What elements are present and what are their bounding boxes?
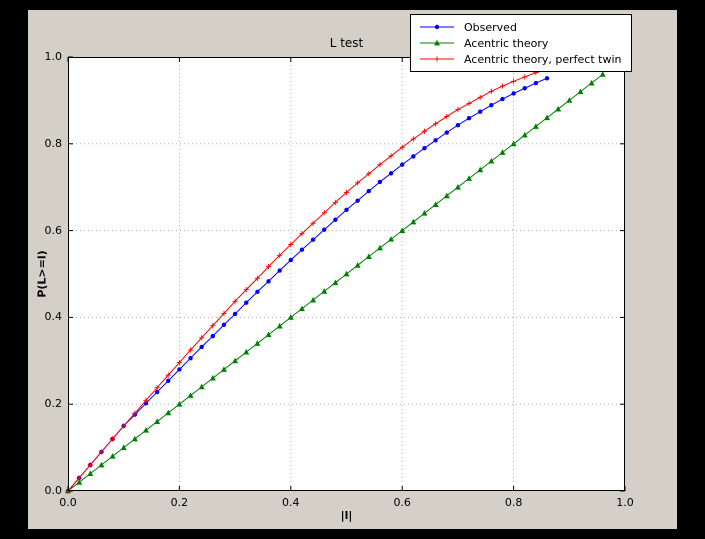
legend-label-perfect-twin: Acentric theory, perfect twin — [464, 52, 622, 66]
y-tick-label: 0.4 — [44, 310, 63, 324]
legend-sample-acentric-theory — [420, 39, 454, 46]
x-tick-label: 0.2 — [170, 496, 189, 509]
legend-entry-acentric-theory: Acentric theory — [417, 36, 621, 50]
x-tick-label: 0.8 — [504, 496, 523, 509]
legend-label-observed: Observed — [464, 20, 517, 34]
y-tick-label: 0.6 — [44, 223, 63, 237]
legend-sample-perfect-twin — [420, 56, 454, 62]
chart-title: L test — [329, 36, 364, 50]
y-tick-label: 0.2 — [44, 397, 63, 411]
y-tick-label: 0.0 — [44, 484, 63, 497]
legend-entry-perfect-twin: Acentric theory, perfect twin — [417, 52, 621, 66]
legend-sample-observed — [420, 24, 454, 30]
y-axis-label: P(L>=l) — [35, 250, 49, 298]
legend-label-acentric-theory: Acentric theory — [464, 36, 549, 50]
x-tick-label: 0.4 — [282, 496, 300, 509]
plot-svg — [65, 56, 626, 494]
x-tick-label: 1.0 — [616, 496, 634, 509]
x-axis-label: |l| — [340, 509, 353, 522]
x-tick-label: 0.6 — [393, 496, 411, 509]
y-tick-label: 0.8 — [44, 136, 63, 150]
figure-canvas: L test |l| P(L>=l) 0.0 0.2 0.4 0.6 0.8 1.0 0.… — [28, 10, 677, 529]
legend-entry-observed: Observed — [417, 20, 621, 34]
plot-area — [65, 56, 626, 494]
legend: Observed Acentric theory Acentric theory… — [410, 14, 633, 72]
y-tick-label: 1.0 — [44, 50, 63, 63]
x-tick-label: 0.0 — [59, 496, 77, 509]
